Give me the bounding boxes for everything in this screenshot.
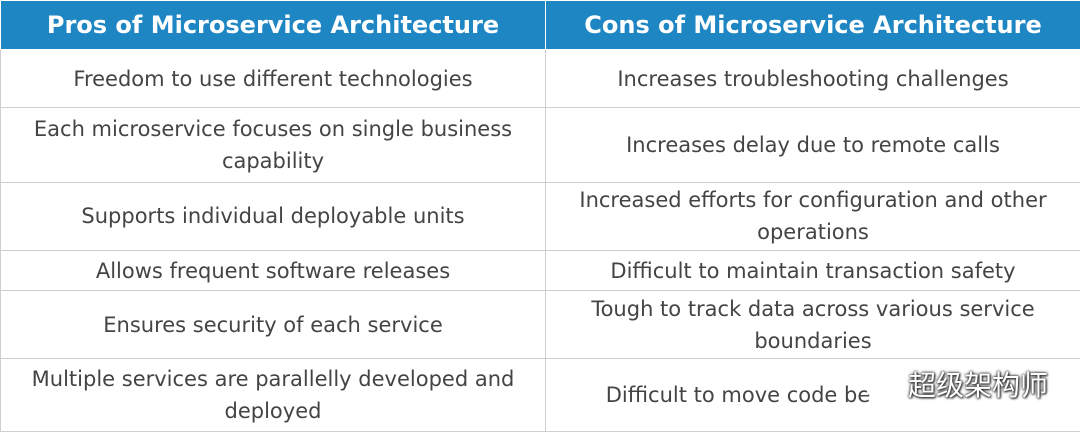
pro-cell: Freedom to use different technologies [0,48,546,109]
table-row: Multiple services are parallelly develop… [0,358,1080,432]
header-row: Pros of Microservice Architecture Cons o… [0,0,1080,50]
pro-cell: Allows frequent software releases [0,250,546,292]
table-row: Supports individual deployable units Inc… [0,181,1080,252]
con-cell: Increases troubleshooting challenges [545,48,1080,109]
table-row: Freedom to use different technologies In… [0,48,1080,109]
pro-cell: Each microservice focuses on single busi… [0,107,546,183]
pro-cell: Ensures security of each service [0,290,546,360]
pros-header: Pros of Microservice Architecture [0,0,546,50]
pro-cell: Multiple services are parallelly develop… [0,358,546,432]
con-cell: Difficult to maintain transaction safety [545,250,1080,292]
con-cell: Tough to track data across various servi… [545,290,1080,360]
con-cell: Increased efforts for configuration and … [545,181,1080,252]
watermark-text: 超级架构师 [908,369,1049,402]
pro-cell: Supports individual deployable units [0,181,546,252]
table-row: Ensures security of each service Tough t… [0,290,1080,360]
table-row: Allows frequent software releases Diffic… [0,250,1080,292]
table-row: Each microservice focuses on single busi… [0,107,1080,183]
wechat-logo-icon [862,367,902,401]
con-cell-text: Difficult to move code be [605,383,871,408]
con-cell: Difficult to move code be [545,358,1080,432]
watermark: 超级架构师 [862,366,1048,402]
cons-header: Cons of Microservice Architecture [545,0,1080,50]
con-cell: Increases delay due to remote calls [545,107,1080,183]
